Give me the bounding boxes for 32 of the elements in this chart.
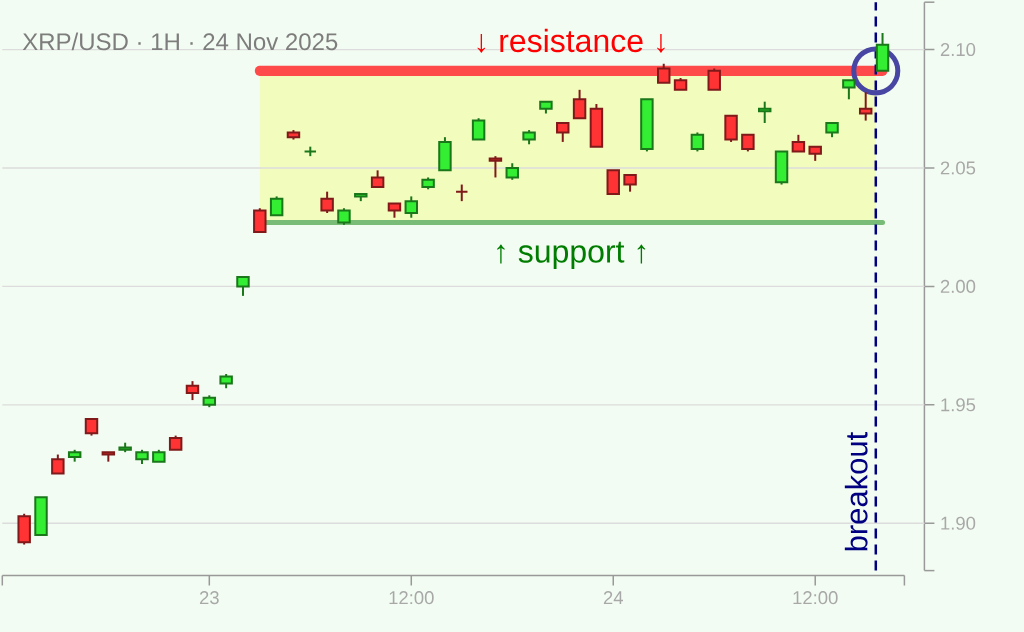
y-tick-label: 2.00 [940, 279, 976, 293]
series-label: ↓ resistance ↓ [477, 28, 665, 53]
x-tick-label: 12:00 [793, 591, 838, 605]
candlestick [253, 207, 267, 233]
candlestick [758, 100, 772, 124]
x-tick-label: 23 [199, 591, 219, 605]
candlestick [707, 67, 721, 91]
candlestick [690, 131, 705, 153]
candlestick [51, 453, 65, 475]
candlestick [269, 195, 284, 217]
candlestick [488, 155, 503, 179]
candlestick [724, 114, 738, 143]
candlestick [471, 117, 486, 141]
candlestick [572, 88, 587, 120]
y-tick-label: 2.10 [940, 43, 976, 57]
candlestick [185, 380, 200, 402]
x-tick-label: 12:00 [389, 591, 434, 605]
candlestick [606, 169, 620, 196]
ref-line-label: breakout [844, 432, 868, 551]
candlestick [556, 121, 570, 143]
candlestick [236, 275, 250, 297]
candlestick [320, 190, 334, 214]
series-label: ↑ support ↑ [497, 241, 646, 270]
text: XRP/USD · 1H · 24 Nov 2025 [22, 32, 338, 51]
candlestick [657, 62, 671, 84]
y-tick-label: 1.95 [941, 398, 976, 412]
y-tick-label: 1.90 [941, 516, 976, 530]
candlestick [858, 91, 873, 122]
y-tick-label: 2.05 [940, 161, 976, 175]
candlestick [404, 195, 418, 219]
candlestick [842, 79, 856, 101]
x-tick-label: 24 [603, 591, 623, 605]
